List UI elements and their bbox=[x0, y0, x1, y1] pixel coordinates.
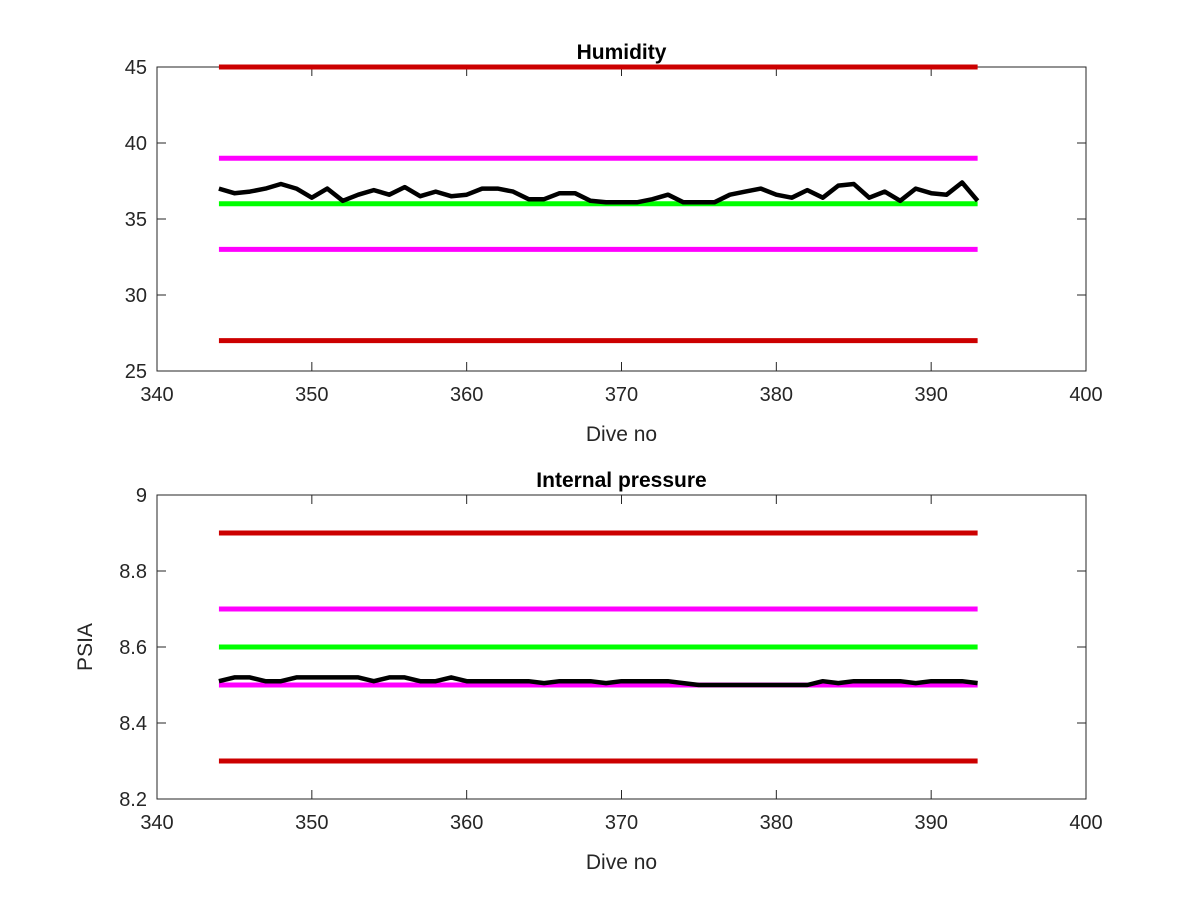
plot-area-box bbox=[156, 66, 1087, 372]
y-tick-label: 8.6 bbox=[119, 637, 147, 659]
subplot-1: 340 350 360 370 380 390 400 25 30 35 40 45 Humidity D… bbox=[125, 41, 1103, 446]
y-tick-label: 25 bbox=[125, 361, 147, 383]
x-tick-label: 360 bbox=[450, 384, 483, 406]
y-tick-label: 8.2 bbox=[119, 789, 147, 811]
x-tick-label: 340 bbox=[140, 384, 173, 406]
y-tick-label: 8.8 bbox=[119, 561, 147, 583]
x-tick-label: 390 bbox=[914, 812, 947, 834]
x-tick-label: 340 bbox=[140, 812, 173, 834]
x-tick-label: 350 bbox=[295, 812, 328, 834]
x-axis-label: Dive no bbox=[586, 423, 657, 446]
y-tick-label: 30 bbox=[125, 285, 147, 307]
y-tick-label: 35 bbox=[125, 209, 147, 231]
x-tick-label: 360 bbox=[450, 812, 483, 834]
x-tick-label: 380 bbox=[760, 384, 793, 406]
x-tick-label: 390 bbox=[914, 384, 947, 406]
x-tick-label: 370 bbox=[605, 384, 638, 406]
y-axis-label: PSIA bbox=[74, 623, 97, 671]
chart-title: Internal pressure bbox=[536, 469, 706, 492]
y-tick-label: 8.4 bbox=[119, 713, 147, 735]
x-tick-label: 380 bbox=[760, 812, 793, 834]
x-tick-label: 350 bbox=[295, 384, 328, 406]
series-line-1 bbox=[218, 675, 978, 688]
chart-title: Humidity bbox=[577, 41, 667, 64]
y-tick-label: 40 bbox=[125, 133, 147, 155]
subplot-2: 340 350 360 370 380 390 400 8.2 8.4 8.6 8.8 9 Intern… bbox=[74, 469, 1103, 874]
x-tick-label: 370 bbox=[605, 812, 638, 834]
y-tick-label: 9 bbox=[136, 485, 147, 507]
x-tick-label: 400 bbox=[1069, 812, 1102, 834]
y-tick-label: 45 bbox=[125, 57, 147, 79]
x-tick-label: 400 bbox=[1069, 384, 1102, 406]
x-axis-label: Dive no bbox=[586, 851, 657, 874]
series-line-1 bbox=[218, 180, 980, 205]
